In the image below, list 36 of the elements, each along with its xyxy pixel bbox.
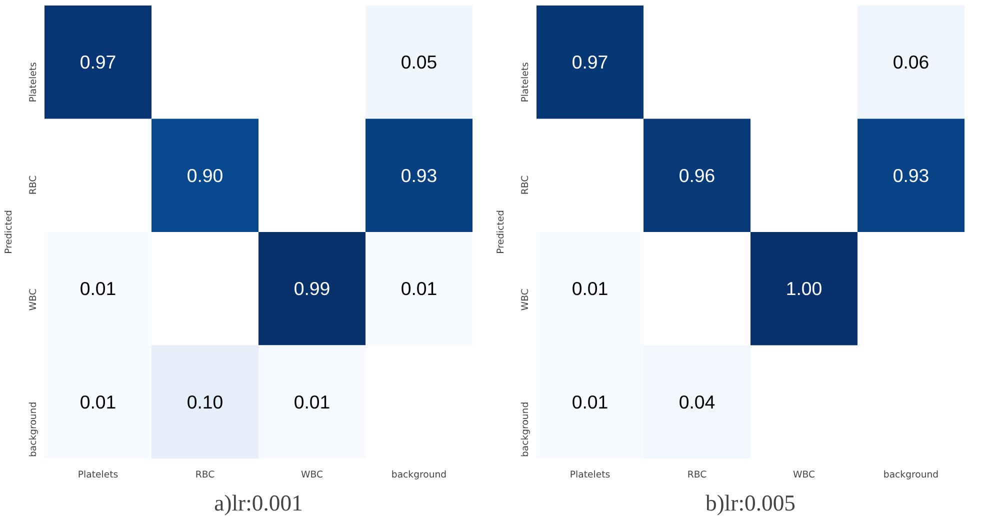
x-tick-label: background (391, 470, 447, 480)
y-axis-title: Predicted (496, 210, 506, 254)
x-tick-label: RBC (687, 470, 707, 480)
x-tick-label: Platelets (78, 470, 118, 480)
data-label: 0.10 (186, 391, 224, 412)
x-tick-label: Platelets (570, 470, 610, 480)
data-label: 0.01 (80, 278, 116, 300)
data-label: 0.93 (892, 164, 930, 186)
data-label: 1.00 (786, 278, 822, 300)
x-tick-label: WBC (793, 470, 815, 480)
data-label: 0.05 (400, 52, 438, 73)
data-label: 0.99 (294, 278, 330, 300)
data-label: 0.04 (678, 391, 716, 412)
text: b)lr:0.005 (706, 490, 796, 516)
data-label: 0.01 (294, 391, 330, 412)
y-tick-label: Platelets (520, 62, 531, 102)
x-tick-label: background (883, 470, 939, 480)
y-tick-label: RBC (28, 175, 39, 195)
data-label: 0.97 (80, 52, 116, 73)
data-label: 0.93 (400, 164, 438, 186)
x-tick-label: RBC (195, 470, 215, 480)
data-label: 0.06 (892, 52, 930, 73)
y-tick-label: Platelets (28, 62, 39, 102)
data-label: 0.01 (400, 278, 438, 300)
y-tick-label: WBC (520, 288, 531, 311)
y-tick-label: RBC (520, 175, 531, 195)
data-label: 0.01 (572, 391, 608, 412)
y-tick-label: WBC (28, 288, 39, 311)
text: a)lr:0.001 (214, 490, 303, 516)
x-tick-label: WBC (301, 470, 323, 480)
data-label: 0.97 (572, 52, 608, 73)
data-label: 0.01 (572, 278, 608, 300)
data-label: 0.90 (186, 164, 224, 186)
y-axis-title: Predicted (4, 210, 14, 254)
data-label: 0.96 (678, 164, 716, 186)
data-label: 0.01 (80, 391, 116, 412)
